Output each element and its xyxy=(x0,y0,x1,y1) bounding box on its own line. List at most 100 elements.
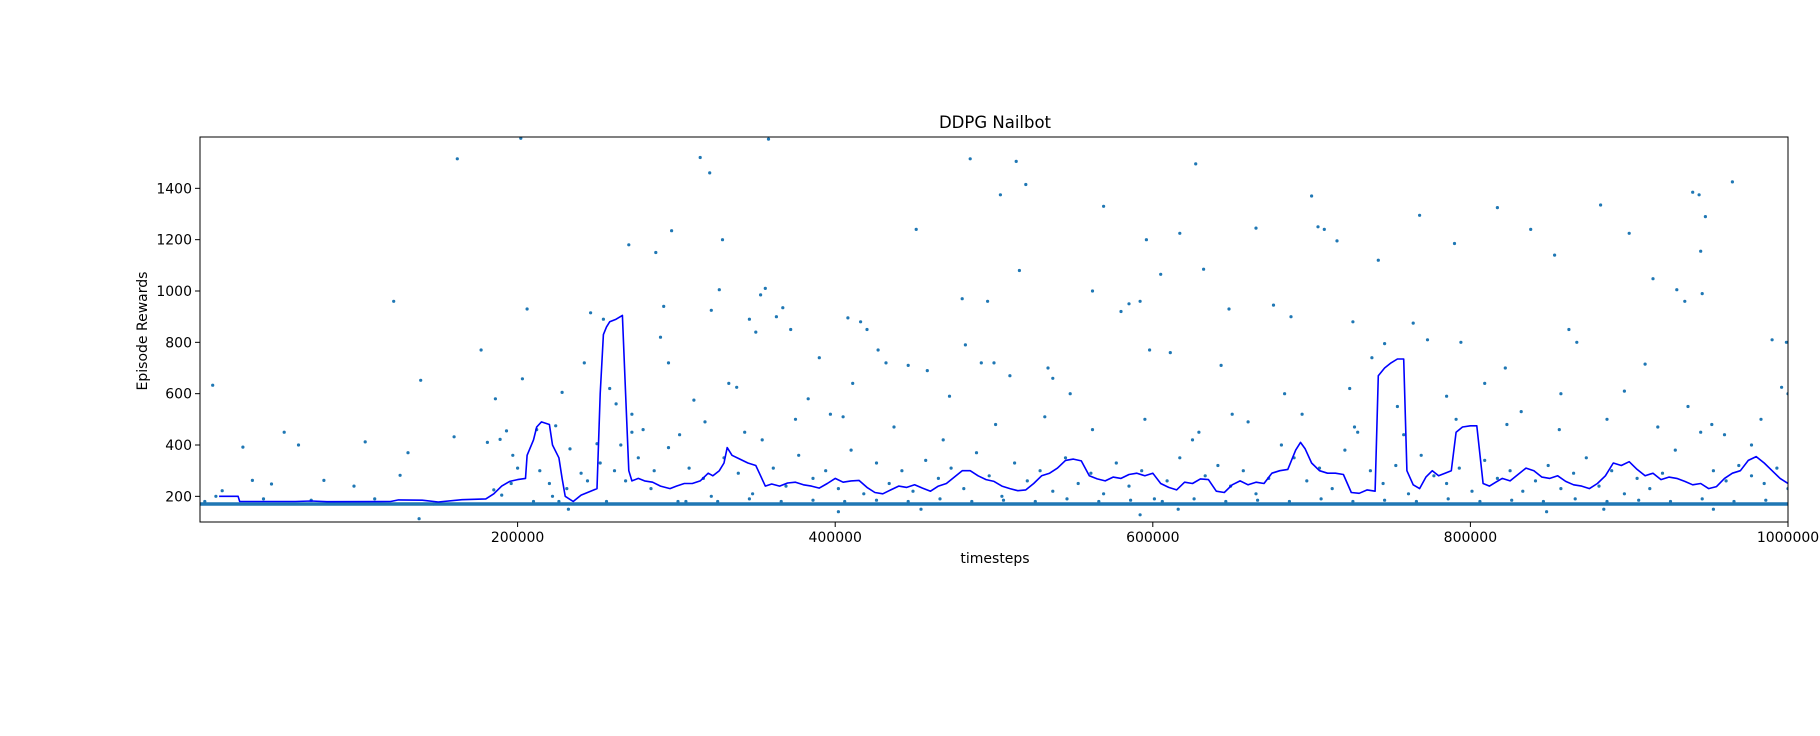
scatter-point xyxy=(1710,422,1714,427)
scatter-point xyxy=(1316,225,1320,229)
scatter-point xyxy=(874,498,879,502)
scatter-point xyxy=(352,484,356,488)
scatter-point xyxy=(763,286,767,290)
scatter-point xyxy=(963,343,968,347)
scatter-point xyxy=(1140,469,1144,473)
scatter-point xyxy=(363,440,367,444)
scatter-point xyxy=(565,487,569,491)
scatter-point xyxy=(1271,303,1276,307)
scatter-point xyxy=(781,306,785,310)
scatter-point xyxy=(797,453,801,457)
scatter-point xyxy=(1051,376,1055,380)
scatter-point xyxy=(1418,213,1422,217)
scatter-point xyxy=(1402,433,1406,437)
scatter-point xyxy=(658,335,663,339)
scatter-point xyxy=(516,466,520,470)
scatter-point xyxy=(1454,417,1458,421)
scatter-point xyxy=(1138,299,1142,303)
scatter-point xyxy=(849,448,853,452)
scatter-point xyxy=(1722,433,1727,437)
scatter-point xyxy=(566,507,571,511)
scatter-point xyxy=(1703,215,1707,219)
scatter-point xyxy=(1014,159,1018,163)
scatter-point xyxy=(1090,289,1095,293)
scatter-point xyxy=(1168,351,1172,355)
scatter-point xyxy=(1219,363,1223,367)
y-tick-label: 600 xyxy=(165,387,192,403)
scatter-point xyxy=(992,361,996,365)
scatter-point xyxy=(824,469,828,473)
scatter-point xyxy=(1090,428,1095,432)
scatter-point xyxy=(1165,479,1169,483)
scatter-point xyxy=(322,478,326,482)
scatter-point xyxy=(1691,190,1695,194)
scatter-point xyxy=(1573,497,1577,501)
x-axis-label: timesteps xyxy=(960,551,1029,567)
scatter-point xyxy=(1289,315,1293,319)
scatter-point xyxy=(1622,492,1626,496)
scatter-point xyxy=(1046,366,1050,370)
scatter-point xyxy=(417,517,421,521)
scatter-point xyxy=(960,297,964,301)
x-tick-label: 200000 xyxy=(491,530,544,546)
scatter-point xyxy=(598,461,602,465)
scatter-point xyxy=(1519,410,1523,414)
scatter-point xyxy=(585,479,590,483)
y-tick-label: 800 xyxy=(165,335,192,351)
scatter-point xyxy=(1203,474,1207,478)
scatter-point xyxy=(1711,507,1715,511)
scatter-point xyxy=(1038,469,1042,473)
scatter-point xyxy=(1283,392,1287,396)
scatter-point xyxy=(1557,428,1561,432)
scatter-point xyxy=(784,484,788,488)
scatter-point xyxy=(1546,463,1550,468)
scatter-point xyxy=(987,474,991,478)
scatter-point xyxy=(1063,456,1068,460)
scatter-point xyxy=(1637,498,1641,502)
scatter-point xyxy=(938,497,942,501)
x-tick-label: 800000 xyxy=(1444,530,1497,546)
scatter-point xyxy=(1383,498,1387,502)
scatter-point xyxy=(947,394,952,398)
scatter-point xyxy=(836,487,841,491)
scatter-point xyxy=(760,438,764,442)
scatter-point xyxy=(1673,448,1677,452)
scatter-point xyxy=(1425,338,1430,342)
scatter-point xyxy=(747,317,752,321)
scatter-point xyxy=(1597,484,1601,488)
scatter-point xyxy=(859,320,863,324)
scatter-point xyxy=(979,361,983,365)
scatter-point xyxy=(1553,253,1557,257)
scatter-point xyxy=(666,361,671,365)
scatter-point xyxy=(579,471,583,475)
scatter-point xyxy=(1319,497,1323,501)
scatter-point xyxy=(968,157,972,161)
y-tick-label: 1200 xyxy=(156,233,192,249)
scatter-point xyxy=(1176,507,1180,511)
scatter-point xyxy=(986,299,990,303)
scatter-point xyxy=(666,446,671,450)
scatter-point xyxy=(1737,463,1741,468)
scatter-point xyxy=(708,171,712,175)
scatter-point xyxy=(962,487,966,491)
scatter-point xyxy=(919,507,923,511)
scatter-point xyxy=(1584,456,1588,460)
scatter-point xyxy=(811,498,815,502)
scatter-point xyxy=(1622,389,1626,393)
scatter-point xyxy=(589,311,593,315)
scatter-point xyxy=(1119,309,1123,314)
scatter-point xyxy=(1602,507,1606,511)
plot-frame xyxy=(199,136,1789,523)
scatter-point xyxy=(754,330,758,334)
scatter-point xyxy=(1446,497,1450,501)
scatter-point xyxy=(1759,417,1763,421)
scatter-point xyxy=(485,440,489,444)
scatter-point xyxy=(1000,494,1004,498)
scatter-point xyxy=(1102,492,1106,496)
scatter-point xyxy=(851,381,855,385)
scatter-point xyxy=(1770,338,1774,342)
scatter-point xyxy=(884,361,888,365)
scatter-point xyxy=(1089,471,1093,475)
scatter-point xyxy=(747,497,752,501)
scatter-point xyxy=(1545,510,1549,514)
